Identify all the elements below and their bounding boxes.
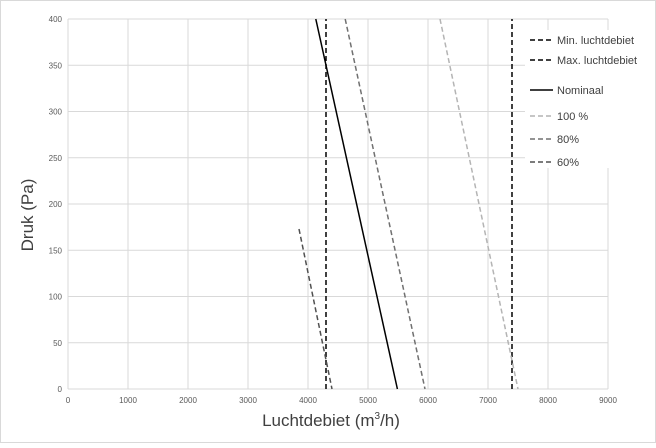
series-line	[298, 228, 333, 390]
series-line	[344, 18, 426, 390]
legend-label: 100 %	[557, 111, 588, 123]
y-tick-label: 250	[49, 154, 63, 163]
tick-labels: 0 1000 2000 3000 4000 5000 6000 7000 8000 9000 0 50…	[49, 15, 618, 405]
y-tick-label: 350	[49, 61, 63, 70]
legend: Min. luchtdebiet Max. luchtdebiet Nominaal…	[525, 30, 637, 169]
x-tick-label: 5000	[359, 396, 377, 405]
x-tick-label: 6000	[419, 396, 437, 405]
y-tick-label: 300	[49, 108, 63, 117]
x-tick-label: 4000	[299, 396, 317, 405]
legend-label: 80%	[557, 134, 579, 146]
y-tick-label: 150	[49, 246, 63, 255]
x-axis-label-main: Luchtdebiet (m	[262, 411, 374, 430]
x-axis-label-end: /h)	[380, 411, 400, 430]
series-line	[439, 18, 519, 390]
series-line	[315, 18, 399, 390]
legend-label: Nominaal	[557, 85, 603, 97]
x-tick-label: 7000	[479, 396, 497, 405]
y-tick-label: 50	[53, 339, 62, 348]
legend-label: Max. luchtdebiet	[557, 55, 637, 67]
legend-label: Min. luchtdebiet	[557, 35, 634, 47]
y-axis-label: Druk (Pa)	[18, 179, 37, 252]
legend-background	[525, 30, 635, 168]
y-tick-label: 100	[49, 293, 63, 302]
x-axis-label-superscript: 3	[375, 411, 381, 422]
series-lines	[298, 18, 519, 390]
x-tick-label: 9000	[599, 396, 617, 405]
y-tick-label: 0	[58, 385, 63, 394]
x-tick-label: 1000	[119, 396, 137, 405]
x-axis-label: Luchtdebiet (m3/h)	[262, 411, 400, 430]
y-tick-label: 200	[49, 200, 63, 209]
x-tick-label: 0	[66, 396, 71, 405]
x-tick-label: 8000	[539, 396, 557, 405]
legend-label: 60%	[557, 157, 579, 169]
y-tick-label: 400	[49, 15, 63, 24]
x-tick-label: 2000	[179, 396, 197, 405]
x-tick-label: 3000	[239, 396, 257, 405]
